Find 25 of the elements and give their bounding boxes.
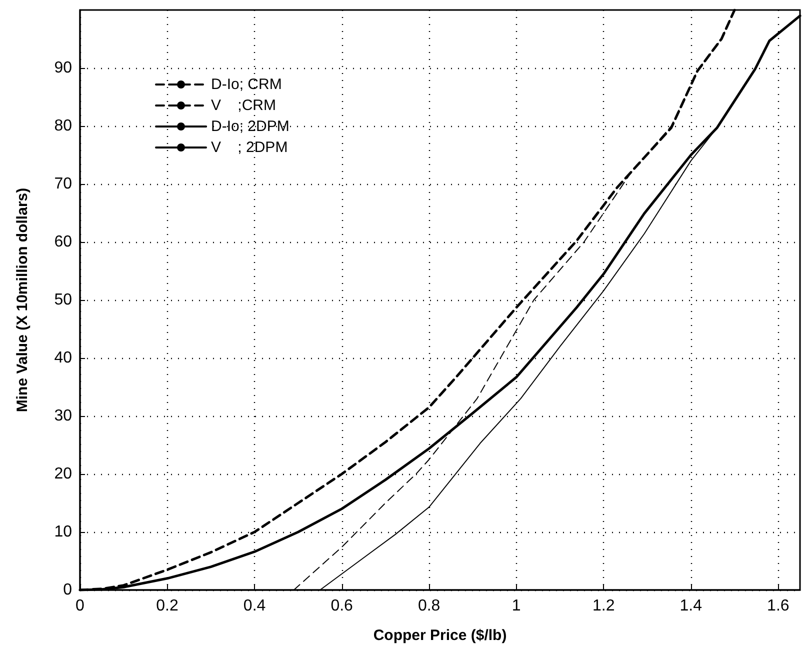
x-tick-label: 0 [76, 598, 85, 614]
x-tick-label: 1 [512, 598, 521, 614]
y-tick-label: 90 [54, 60, 72, 76]
legend-label: D-Io; 2DPM [211, 118, 290, 135]
y-tick-label: 80 [54, 118, 72, 134]
y-axis-title: Mine Value (X 10million dollars) [14, 188, 31, 412]
x-tick-label: 0.6 [330, 598, 354, 614]
legend-label: D-Io; CRM [211, 76, 282, 93]
x-tick-label: 0.2 [156, 598, 178, 614]
y-tick-label: 70 [54, 176, 72, 192]
x-tick-label: 1.6 [767, 598, 790, 614]
x-tick-label: 0.8 [418, 598, 440, 614]
y-tick-label: 30 [54, 408, 72, 424]
y-tick-label: 20 [54, 466, 72, 482]
y-tick-label: 10 [54, 524, 72, 540]
y-tick-label: 50 [54, 292, 72, 308]
y-tick-label: 40 [54, 350, 72, 366]
x-tick-label: 0.4 [243, 598, 266, 614]
legend-label: V ; 2DPM [211, 139, 288, 156]
x-tick-label: 1.4 [680, 598, 702, 614]
legend-label: V ;CRM [211, 97, 276, 114]
y-tick-label: 0 [63, 582, 72, 598]
x-tick-label: 1.2 [592, 598, 615, 614]
y-tick-label: 60 [54, 234, 72, 250]
x-axis-title: Copper Price ($/lb) [373, 627, 507, 644]
